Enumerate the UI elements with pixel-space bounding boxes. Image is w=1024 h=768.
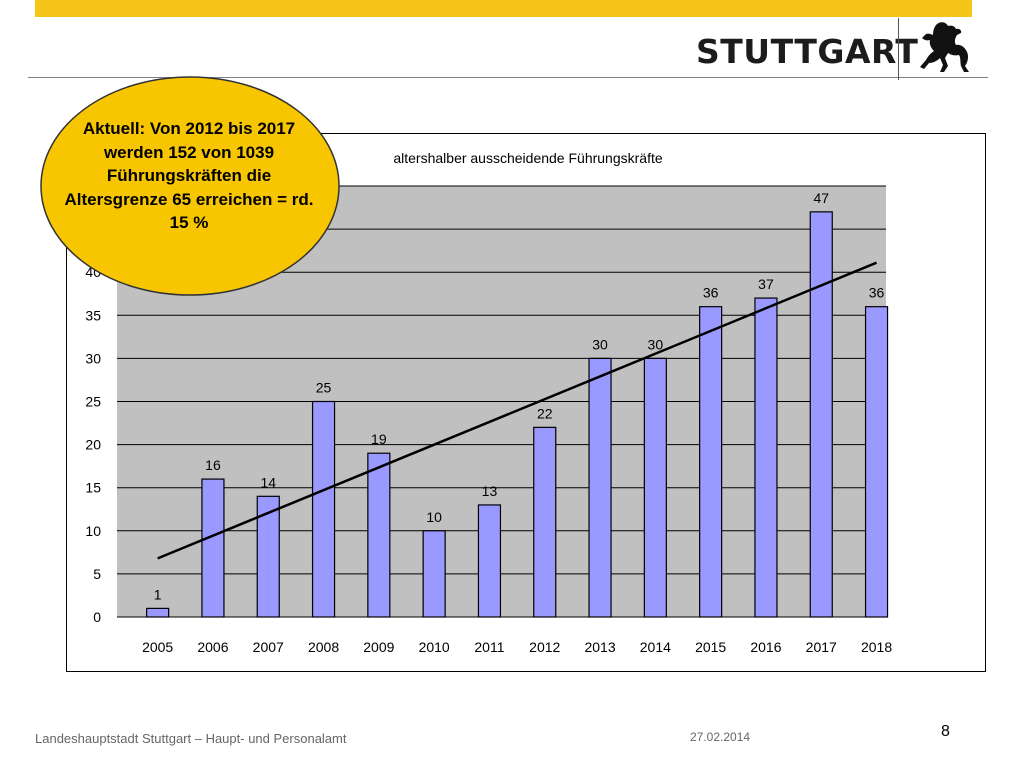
footer-date: 27.02.2014 xyxy=(690,730,751,744)
data-label-2005: 1 xyxy=(154,586,162,602)
x-tick-label-2016: 2016 xyxy=(750,639,781,655)
data-label-2010: 10 xyxy=(426,509,442,525)
y-tick-label: 15 xyxy=(85,480,101,496)
bars xyxy=(146,211,889,618)
y-tick-label: 20 xyxy=(85,437,101,453)
logo-divider xyxy=(898,18,899,80)
bar-2012 xyxy=(533,426,557,618)
bar-2017 xyxy=(809,211,833,618)
data-label-2018: 36 xyxy=(869,285,885,301)
y-tick-label: 10 xyxy=(85,523,101,539)
x-axis-ticks: 2005 2006 2007 2008 2009 2010 2011 2012 2013 2014… xyxy=(142,639,892,655)
data-label-2016: 37 xyxy=(758,276,774,292)
x-tick-label-2006: 2006 xyxy=(197,639,228,655)
y-tick-label: 0 xyxy=(93,609,101,625)
page-number: 8 xyxy=(941,723,950,740)
data-label-2013: 30 xyxy=(592,336,608,352)
data-label-2008: 25 xyxy=(316,380,332,396)
y-tick-label: 25 xyxy=(85,394,101,410)
data-label-2006: 16 xyxy=(205,457,221,473)
top-accent-bar xyxy=(35,0,972,17)
x-tick-label-2010: 2010 xyxy=(419,639,450,655)
x-tick-label-2018: 2018 xyxy=(861,639,892,655)
callout-ellipse xyxy=(40,76,340,296)
data-label-2017: 47 xyxy=(813,190,829,206)
bar-2018 xyxy=(864,306,889,618)
bar-2009 xyxy=(367,452,391,618)
y-tick-label: 30 xyxy=(85,350,101,366)
bar-2015 xyxy=(699,306,723,618)
data-label-2012: 22 xyxy=(537,405,553,421)
bar-2014 xyxy=(643,357,667,618)
stuttgart-horse-icon xyxy=(920,22,969,72)
bar-2016 xyxy=(754,297,778,618)
x-tick-label-2011: 2011 xyxy=(474,639,504,655)
y-tick-label: 35 xyxy=(85,307,101,323)
x-tick-label-2013: 2013 xyxy=(584,639,615,655)
data-label-2015: 36 xyxy=(703,285,719,301)
footer-organization: Landeshauptstadt Stuttgart – Haupt- und … xyxy=(35,731,347,746)
y-tick-label: 5 xyxy=(93,566,101,582)
header-divider-line xyxy=(28,77,988,78)
data-labels: 1 16 14 25 19 10 13 22 30 30 36 37 47 36 xyxy=(154,190,885,603)
x-tick-label-2008: 2008 xyxy=(308,639,339,655)
x-tick-label-2012: 2012 xyxy=(529,639,560,655)
bar-2006 xyxy=(201,478,225,618)
data-label-2009: 19 xyxy=(371,431,387,447)
chart-title: altershalber ausscheidende Führungskräft… xyxy=(393,150,662,166)
x-tick-label-2005: 2005 xyxy=(142,639,173,655)
data-label-2014: 30 xyxy=(648,336,664,352)
x-tick-label-2017: 2017 xyxy=(806,639,837,655)
x-tick-label-2014: 2014 xyxy=(640,639,671,655)
callout-text: Aktuell: Von 2012 bis 2017 werden 152 vo… xyxy=(64,119,314,232)
trend-line xyxy=(157,261,878,560)
bar-2005 xyxy=(146,607,170,618)
bar-2013 xyxy=(588,357,612,618)
x-tick-label-2009: 2009 xyxy=(363,639,394,655)
bar-2008 xyxy=(311,400,336,618)
bar-2011 xyxy=(477,504,502,618)
bar-2010 xyxy=(422,530,446,618)
data-label-2011: 13 xyxy=(482,483,498,499)
bar-2007 xyxy=(256,495,280,618)
x-tick-label-2007: 2007 xyxy=(253,639,284,655)
x-tick-label-2015: 2015 xyxy=(695,639,726,655)
data-label-2007: 14 xyxy=(260,474,276,490)
